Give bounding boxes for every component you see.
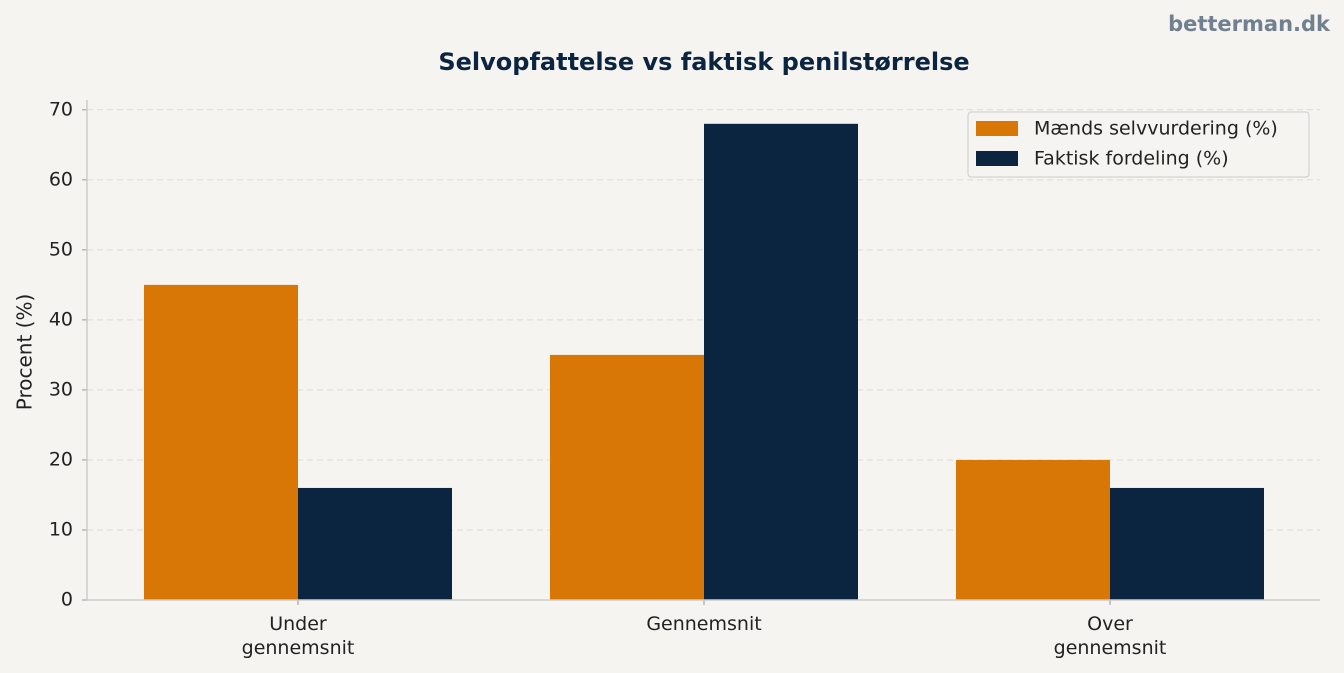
y-tick-label: 60 xyxy=(49,168,73,190)
y-tick-label: 0 xyxy=(61,589,73,611)
y-tick-label: 40 xyxy=(49,308,73,330)
legend-label: Faktisk fordeling (%) xyxy=(1034,148,1229,170)
bar xyxy=(550,354,704,600)
y-tick-label: 70 xyxy=(49,98,73,120)
y-tick-label: 10 xyxy=(49,518,73,540)
x-tick-label: Gennemsnit xyxy=(646,613,762,635)
legend-swatch xyxy=(976,121,1018,136)
bar xyxy=(1110,487,1264,600)
x-tick-label: Over gennemsnit xyxy=(1053,613,1167,659)
x-tick-label: Under gennemsnit xyxy=(241,613,355,659)
legend-label: Mænds selvvurdering (%) xyxy=(1034,118,1278,140)
chart-title: Selvopfattelse vs faktisk penilstørrelse xyxy=(438,48,969,76)
legend-swatch xyxy=(976,151,1018,166)
watermark: betterman.dk xyxy=(1168,12,1331,36)
y-tick-label: 20 xyxy=(49,448,73,470)
y-tick-label: 50 xyxy=(49,238,73,260)
bar xyxy=(956,459,1110,600)
legend-box xyxy=(967,111,1310,178)
y-axis-label: Procent (%) xyxy=(13,294,37,411)
bar xyxy=(144,284,298,600)
bar xyxy=(704,123,858,601)
bar xyxy=(298,487,452,600)
y-tick-label: 30 xyxy=(49,378,73,400)
